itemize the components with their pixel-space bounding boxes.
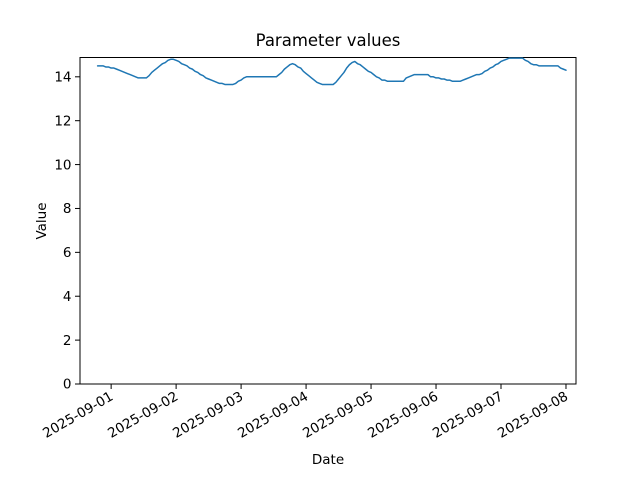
- x-tick-label: 2025-09-07: [430, 389, 506, 442]
- x-tick-label: 2025-09-04: [235, 389, 311, 442]
- y-tick-label: 10: [54, 157, 71, 173]
- x-tick-label: 2025-09-08: [495, 389, 571, 442]
- y-tick-label: 8: [63, 201, 72, 217]
- y-axis-label: Value: [34, 202, 50, 239]
- series-line-parameter-values: [96, 57, 567, 86]
- x-tick-label: 2025-09-03: [170, 389, 246, 442]
- x-tick-label: 2025-09-01: [40, 389, 116, 442]
- x-tick-label: 2025-09-06: [365, 389, 441, 442]
- y-tick-label: 14: [54, 70, 71, 86]
- x-tick-label: 2025-09-05: [300, 389, 376, 442]
- y-tick-label: 0: [63, 377, 72, 393]
- y-tick-label: 6: [63, 245, 72, 261]
- y-tick-label: 12: [54, 113, 71, 129]
- y-tick-label: 2: [63, 333, 72, 349]
- chart-title: Parameter values: [256, 31, 401, 50]
- x-tick-label: 2025-09-02: [105, 389, 181, 442]
- plot-frame: [79, 57, 577, 385]
- x-axis-label: Date: [312, 452, 344, 468]
- y-tick-label: 4: [63, 289, 72, 305]
